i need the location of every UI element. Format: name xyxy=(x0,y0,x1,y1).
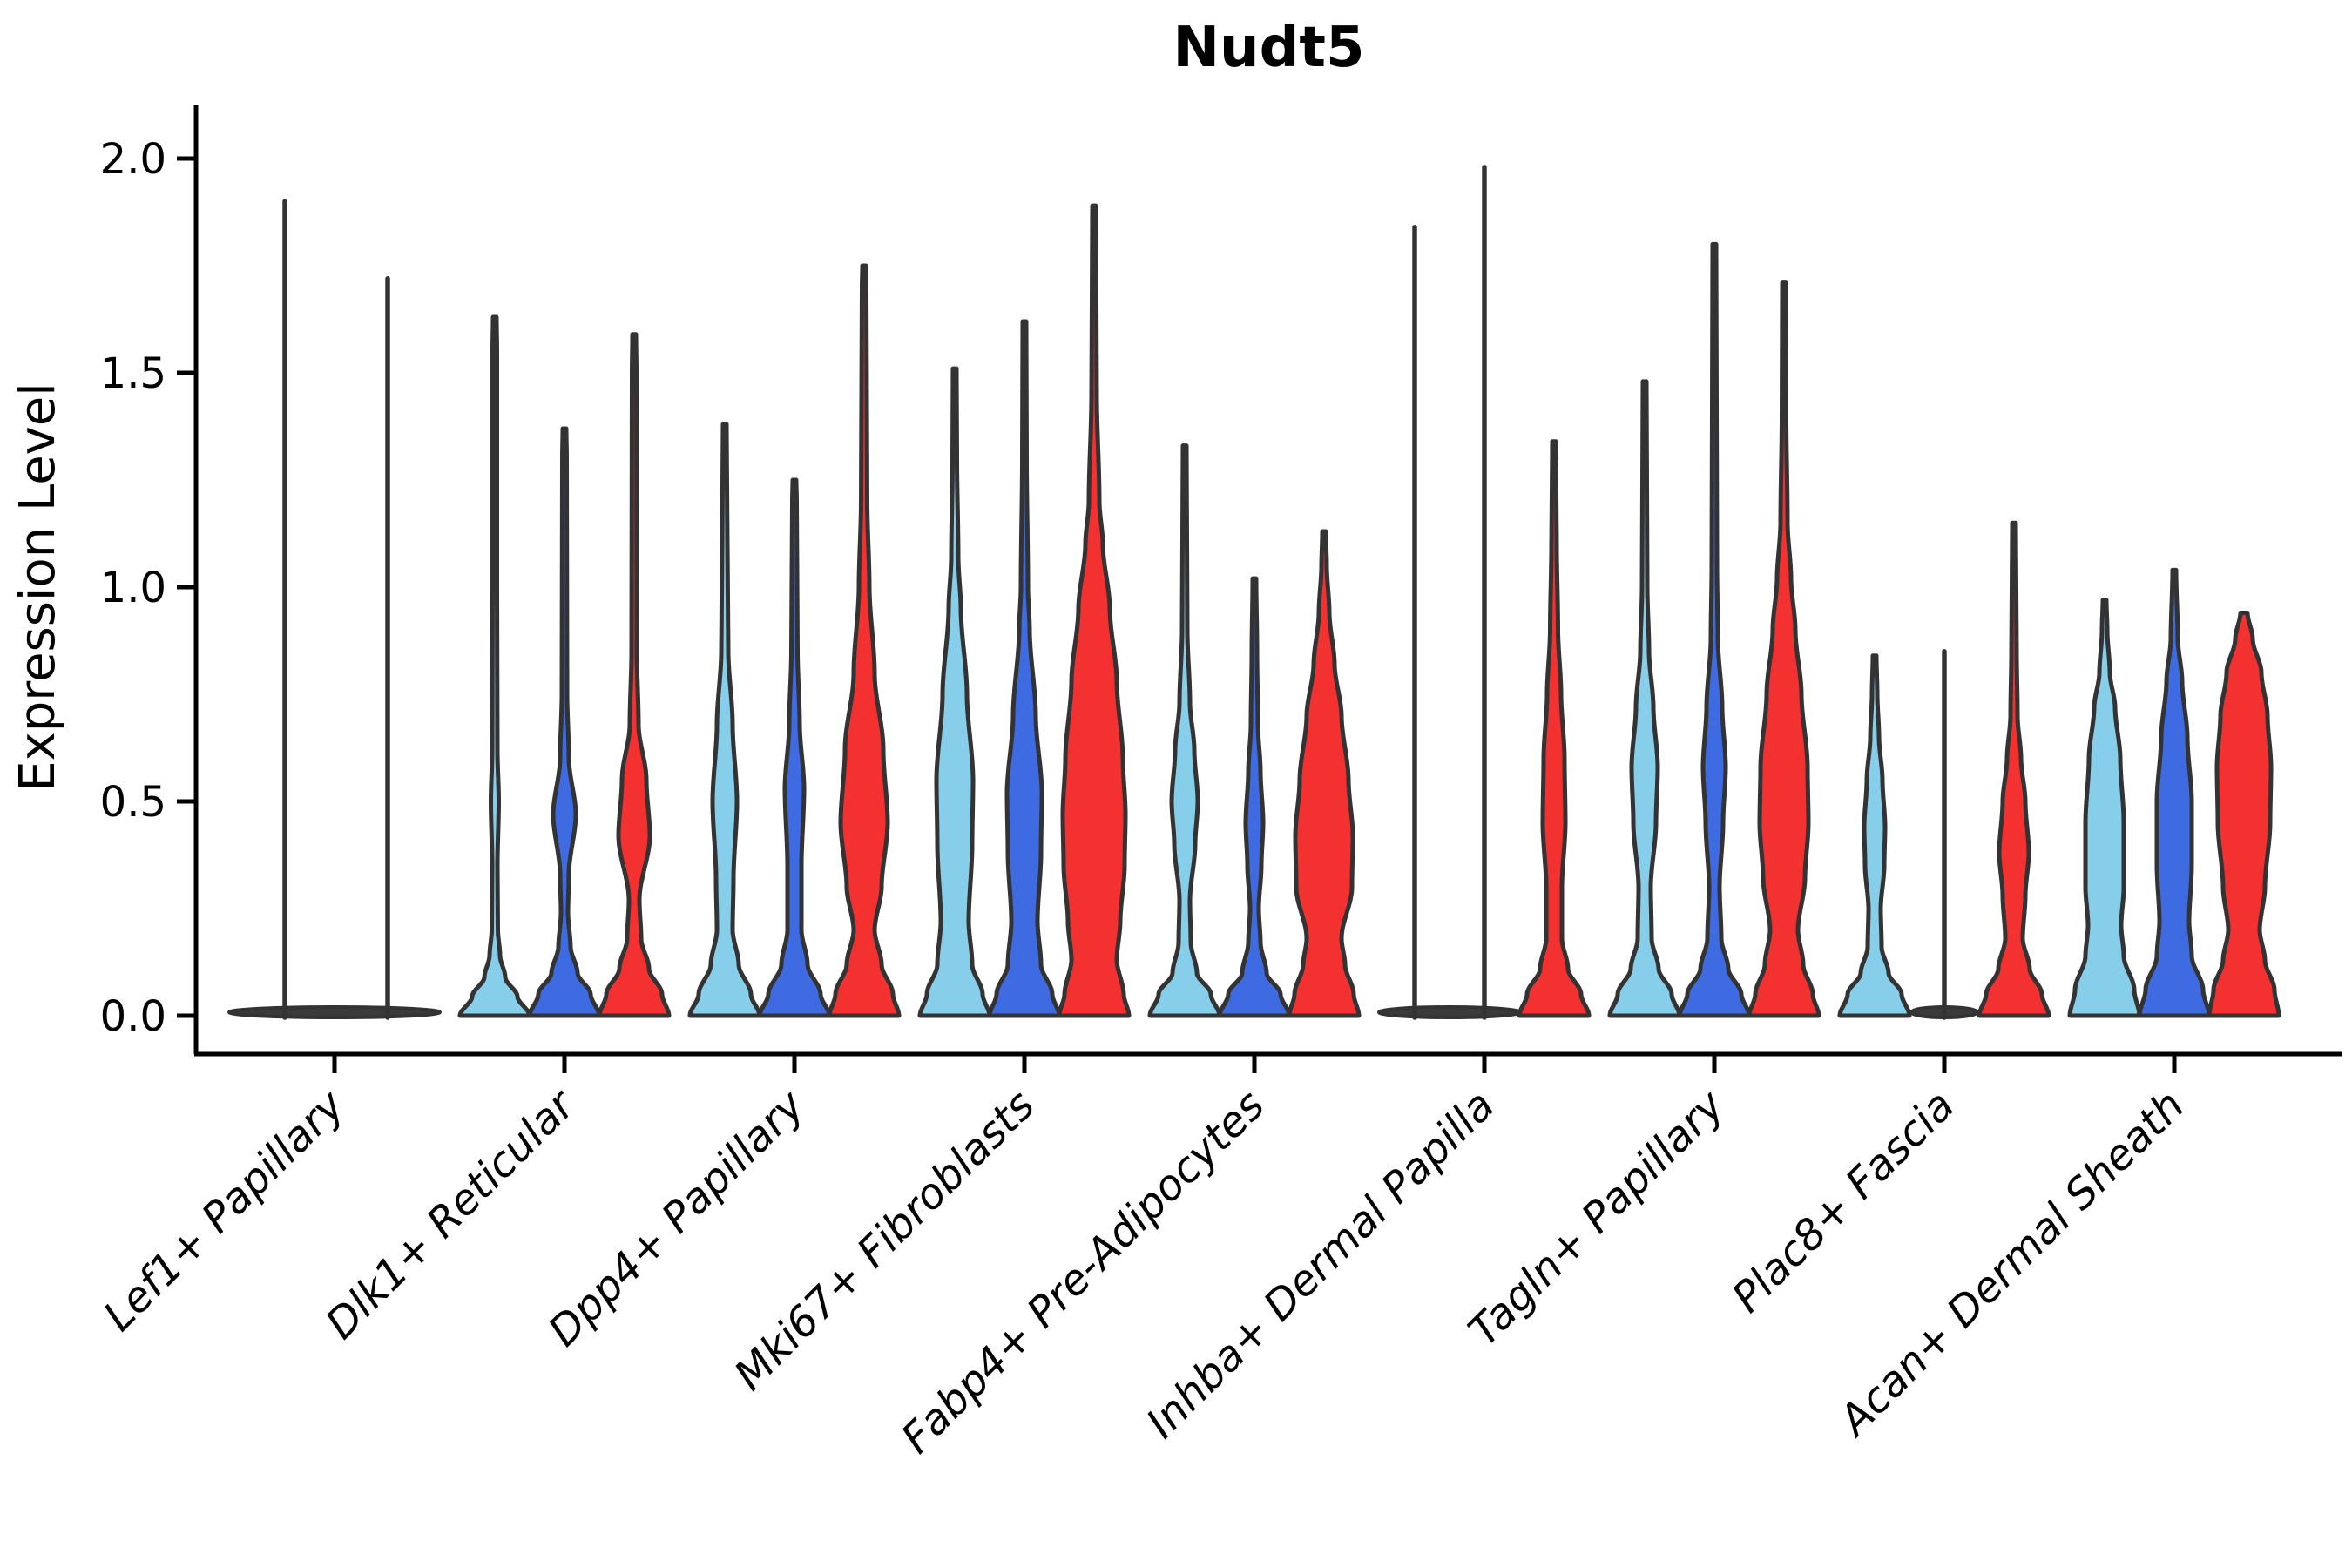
violin-1-0 xyxy=(457,314,532,1018)
violin-7-0 xyxy=(1837,653,1912,1018)
x-tick-label: Plac8+ Fascia xyxy=(1723,1081,1964,1322)
y-tick-label: 0.5 xyxy=(100,778,166,827)
flat-violin xyxy=(227,1005,442,1019)
violin-6-0 xyxy=(1607,379,1682,1018)
y-tick-label: 1.5 xyxy=(100,349,166,398)
x-tick-label: Dlk1+ Reticular xyxy=(316,1079,586,1349)
violin-5-2 xyxy=(1517,439,1592,1018)
flat-violin xyxy=(1377,1005,1522,1019)
violin-1-2 xyxy=(597,332,672,1018)
x-tick-label: Tagln+ Papillary xyxy=(1459,1080,1734,1355)
y-axis-title: Expression Level xyxy=(10,382,66,792)
x-tick-label: Lef1+ Papillary xyxy=(94,1080,355,1341)
violin-8-1 xyxy=(2137,567,2212,1018)
violin-8-0 xyxy=(2067,598,2142,1018)
violin-4-0 xyxy=(1147,443,1222,1018)
violin-6-2 xyxy=(1747,280,1821,1018)
chart-title: Nudt5 xyxy=(1173,16,1365,80)
y-tick-label: 2.0 xyxy=(100,135,166,184)
violin-2-0 xyxy=(687,422,762,1018)
x-tick-label: Dpp4+ Papillary xyxy=(539,1080,814,1355)
violin-3-2 xyxy=(1057,203,1132,1018)
y-tick-label: 0.0 xyxy=(100,992,166,1041)
y-tick-label: 1.0 xyxy=(100,564,166,612)
violin-7-2 xyxy=(1977,520,2051,1018)
violin-2-2 xyxy=(827,263,902,1018)
violin-4-2 xyxy=(1287,529,1362,1018)
violin-3-1 xyxy=(987,319,1062,1018)
violin-1-1 xyxy=(527,426,602,1018)
violin-2-1 xyxy=(757,477,832,1018)
violin-8-2 xyxy=(2207,611,2281,1018)
x-tick-label: Fabp4+ Pre-Adipocytes xyxy=(892,1081,1274,1463)
violin-3-0 xyxy=(917,366,992,1018)
violin-4-1 xyxy=(1217,576,1292,1018)
violin-6-1 xyxy=(1677,241,1752,1018)
